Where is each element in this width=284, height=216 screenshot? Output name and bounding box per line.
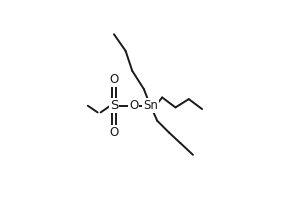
Text: S: S (110, 99, 118, 112)
Text: O: O (129, 99, 139, 112)
Text: Sn: Sn (143, 99, 158, 112)
Text: O: O (109, 126, 119, 139)
Text: O: O (109, 73, 119, 86)
